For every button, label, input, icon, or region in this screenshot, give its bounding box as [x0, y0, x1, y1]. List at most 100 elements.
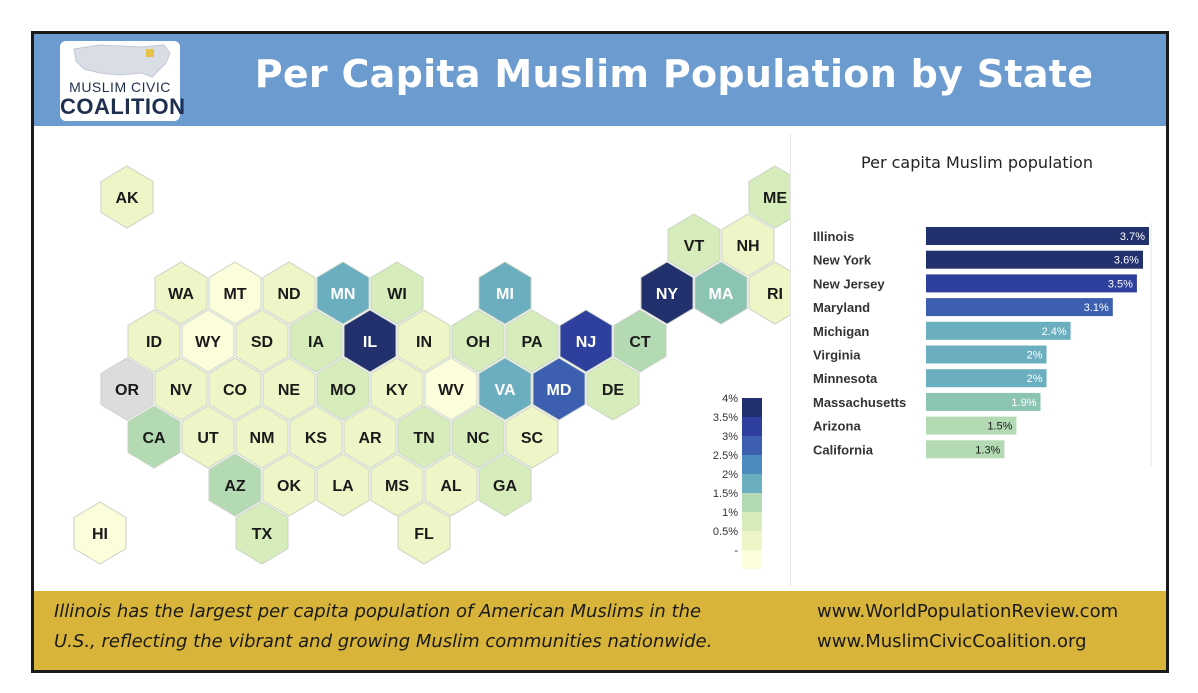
bar-chart: Per capita Muslim population Illinois 3.7%…: [813, 153, 1152, 466]
hex-label-or: OR: [115, 382, 139, 399]
bar-category-label: Michigan: [813, 324, 869, 339]
hex-md: [532, 357, 586, 421]
hex-la: [316, 453, 370, 517]
bar-arizona: [926, 416, 1017, 435]
hex-label-nv: NV: [170, 382, 193, 399]
hex-nj: [559, 309, 613, 373]
legend-tick-label: 1%: [722, 507, 738, 519]
bar-maryland: [926, 298, 1113, 317]
hex-me: [748, 165, 790, 229]
footer-caption-line1: Illinois has the largest per capita popu…: [54, 601, 702, 622]
bar-category-label: Maryland: [813, 300, 870, 315]
legend-swatch: [742, 493, 762, 512]
hex-label-wi: WI: [387, 286, 407, 303]
hex-label-hi: HI: [92, 526, 108, 543]
hex-map-chart: AK ME VT NH WA MT ND MN WI MI NY MA RI ID WY SD IA IL IN OH…: [73, 165, 790, 569]
hex-label-ct: CT: [629, 334, 651, 351]
hex-label-ny: NY: [656, 286, 679, 303]
hex-label-de: DE: [602, 382, 625, 399]
hex-label-sc: SC: [521, 430, 544, 447]
bar-massachusetts: [926, 392, 1041, 411]
hex-de: [586, 357, 640, 421]
hex-or: [100, 357, 154, 421]
hex-label-tn: TN: [413, 430, 434, 447]
bar-value-label: 2%: [1027, 373, 1043, 385]
hex-label-pa: PA: [521, 334, 542, 351]
hex-label-nh: NH: [736, 238, 759, 255]
hex-label-ar: AR: [358, 430, 382, 447]
hex-label-ia: IA: [308, 334, 324, 351]
header-banner: MUSLIM CIVIC COALITION Per Capita Muslim…: [34, 34, 1166, 126]
bar-chart-title: Per capita Muslim population: [861, 153, 1093, 172]
bar-value-label: 3.7%: [1120, 231, 1145, 243]
usa-map-logo-icon: [73, 44, 171, 78]
page-title: Per Capita Muslim Population by State: [254, 52, 1094, 96]
hex-ak: [100, 165, 154, 229]
bar-value-label: 2%: [1027, 350, 1043, 362]
bar-new-jersey: [926, 274, 1137, 293]
hex-label-ga: GA: [493, 478, 517, 495]
hex-vt: [667, 213, 721, 277]
hex-ma: [694, 261, 748, 325]
bar-michigan: [926, 321, 1071, 340]
bar-value-label: 1.5%: [987, 421, 1012, 433]
hex-il: [343, 309, 397, 373]
hex-mn: [316, 261, 370, 325]
footer-link-muslimciviccoalition[interactable]: www.MuslimCivicCoalition.org: [817, 631, 1087, 652]
hex-label-mn: MN: [331, 286, 356, 303]
bar-illinois: [926, 227, 1149, 245]
hex-label-ri: RI: [767, 286, 783, 303]
legend-swatch: [742, 550, 762, 569]
logo: MUSLIM CIVIC COALITION: [60, 41, 185, 121]
legend-swatch: [742, 398, 762, 417]
hex-label-nj: NJ: [576, 334, 596, 351]
bar-value-label: 2.4%: [1042, 326, 1067, 338]
hex-mo: [316, 357, 370, 421]
legend-swatch: [742, 436, 762, 455]
legend-swatch: [742, 417, 762, 436]
hex-label-in: IN: [416, 334, 432, 351]
hex-label-ma: MA: [709, 286, 734, 303]
hex-label-wy: WY: [195, 334, 221, 351]
hex-ok: [262, 453, 316, 517]
hex-id: [127, 309, 181, 373]
hex-label-wa: WA: [168, 286, 194, 303]
hex-label-ks: KS: [305, 430, 328, 447]
bar-category-label: Minnesota: [813, 371, 878, 386]
hex-oh: [451, 309, 505, 373]
hex-label-nd: ND: [277, 286, 300, 303]
hex-nv: [154, 357, 208, 421]
legend-swatch: [742, 512, 762, 531]
bar-minnesota: [926, 369, 1047, 388]
bar-virginia: [926, 345, 1047, 364]
hex-label-nm: NM: [250, 430, 275, 447]
hex-ky: [370, 357, 424, 421]
hex-mt: [208, 261, 262, 325]
hex-tx: [235, 501, 289, 565]
hex-label-mi: MI: [496, 286, 514, 303]
hex-az: [208, 453, 262, 517]
hex-ne: [262, 357, 316, 421]
footer-link-worldpopulationreview[interactable]: www.WorldPopulationReview.com: [817, 601, 1119, 622]
hex-ct: [613, 309, 667, 373]
hex-ut: [181, 405, 235, 469]
hex-label-fl: FL: [414, 526, 434, 543]
legend-tick-label: 2%: [722, 469, 738, 481]
hex-label-sd: SD: [251, 334, 273, 351]
hex-fl: [397, 501, 451, 565]
divider: [790, 134, 791, 586]
hex-ri: [748, 261, 790, 325]
legend-tick-label: 3.5%: [713, 412, 738, 424]
hex-label-va: VA: [494, 382, 515, 399]
hex-pa: [505, 309, 559, 373]
hex-label-ne: NE: [278, 382, 301, 399]
hex-ms: [370, 453, 424, 517]
bar-category-label: Arizona: [813, 419, 861, 434]
hex-label-al: AL: [440, 478, 462, 495]
hex-ny: [640, 261, 694, 325]
legend-tick-label: 2.5%: [713, 450, 738, 462]
hex-label-oh: OH: [466, 334, 490, 351]
hex-sd: [235, 309, 289, 373]
hex-ca: [127, 405, 181, 469]
infographic-frame: MUSLIM CIVIC COALITION Per Capita Muslim…: [31, 31, 1169, 673]
